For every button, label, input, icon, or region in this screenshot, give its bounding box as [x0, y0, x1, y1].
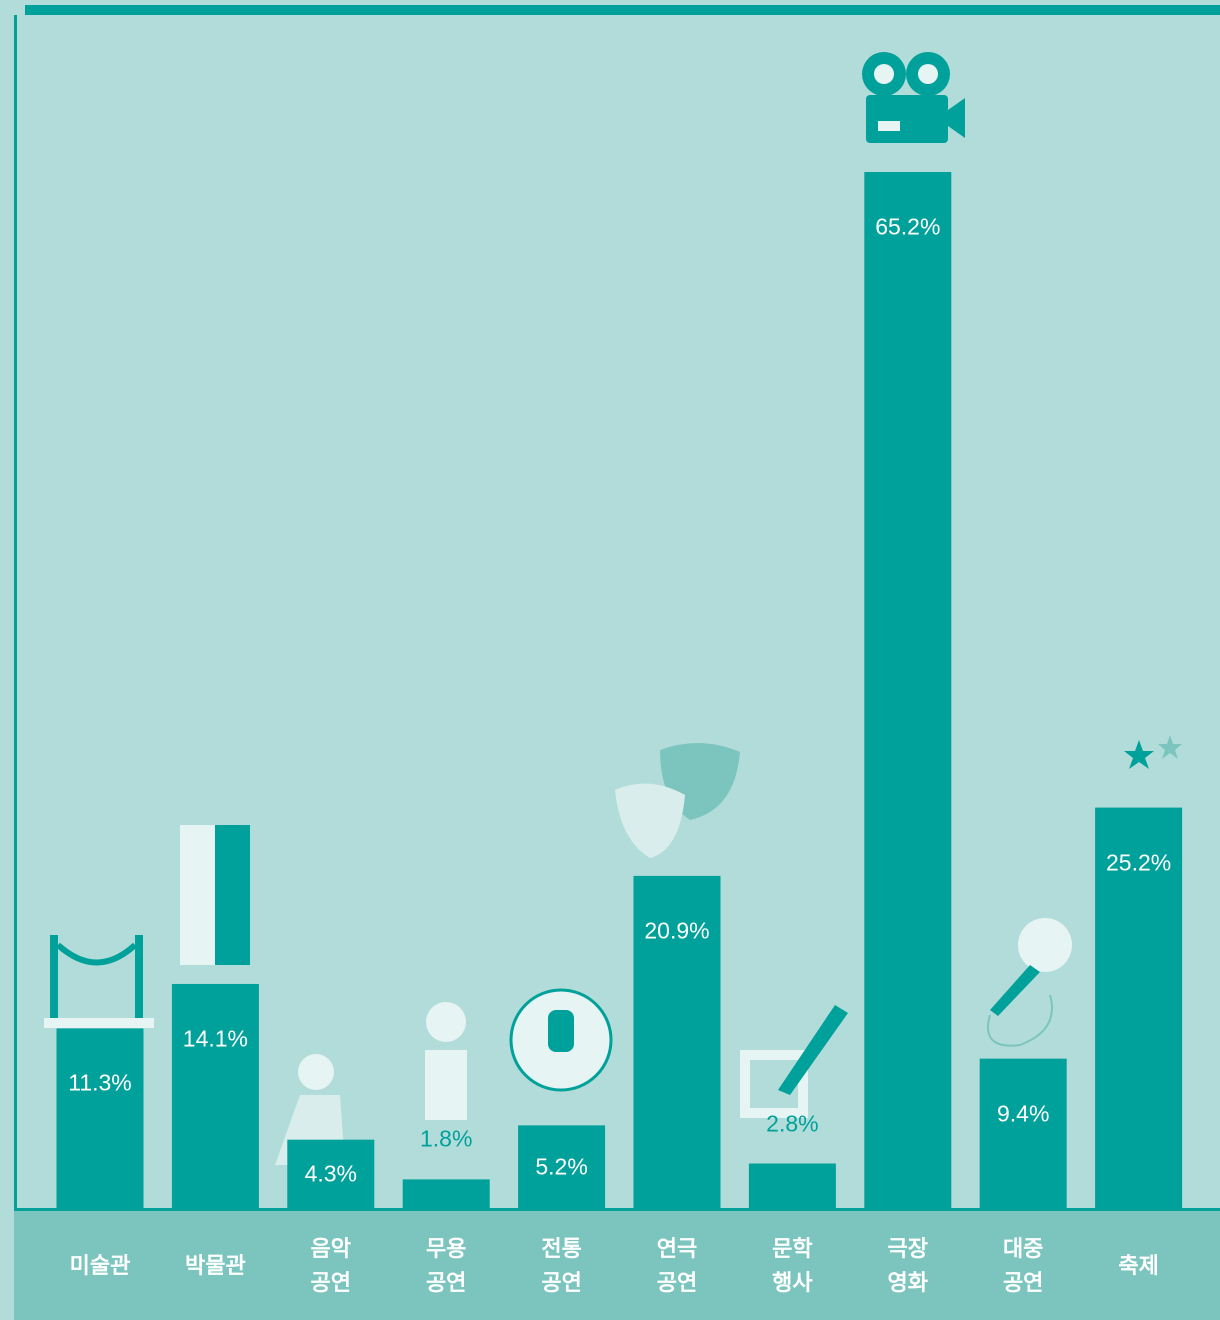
value-label: 5.2%: [535, 1153, 588, 1180]
bar: [748, 1163, 836, 1208]
category-label: 대중 공연: [1002, 1236, 1044, 1295]
value-label: 1.8%: [419, 1125, 473, 1152]
bar: [287, 1139, 375, 1208]
value-label: 25.2%: [1105, 849, 1172, 876]
category-label: 미술관: [69, 1253, 131, 1278]
category-label: 박물관: [185, 1253, 246, 1278]
value-label: 65.2%: [875, 213, 941, 240]
category-label: 전통 공연: [541, 1236, 582, 1295]
left-border: [14, 15, 17, 1215]
category-label: 음악 공연: [310, 1236, 352, 1295]
value-label: 11.3%: [68, 1069, 132, 1096]
value-label: 2.8%: [766, 1110, 819, 1136]
top-border: [25, 5, 1220, 15]
value-label: 9.4%: [996, 1100, 1050, 1127]
value-label: 20.9%: [644, 917, 710, 944]
category-label: 연극 공연: [656, 1236, 698, 1295]
category-label: 축제: [1118, 1253, 1159, 1278]
bar: [633, 875, 721, 1208]
bar: [56, 1028, 144, 1208]
value-label: 4.3%: [304, 1160, 358, 1187]
category-label: 극장 영화: [887, 1236, 929, 1295]
bar: [979, 1058, 1067, 1208]
bar: [171, 983, 259, 1208]
bar: [518, 1125, 606, 1208]
value-label: 14.1%: [182, 1025, 248, 1052]
bar: [1095, 807, 1183, 1208]
category-band: [14, 1208, 1220, 1320]
bar: [402, 1179, 490, 1208]
baseline: [14, 1208, 1220, 1211]
bar: [864, 172, 952, 1208]
category-label: 문학 행사: [772, 1236, 813, 1295]
category-label: 무용 공연: [425, 1236, 467, 1295]
